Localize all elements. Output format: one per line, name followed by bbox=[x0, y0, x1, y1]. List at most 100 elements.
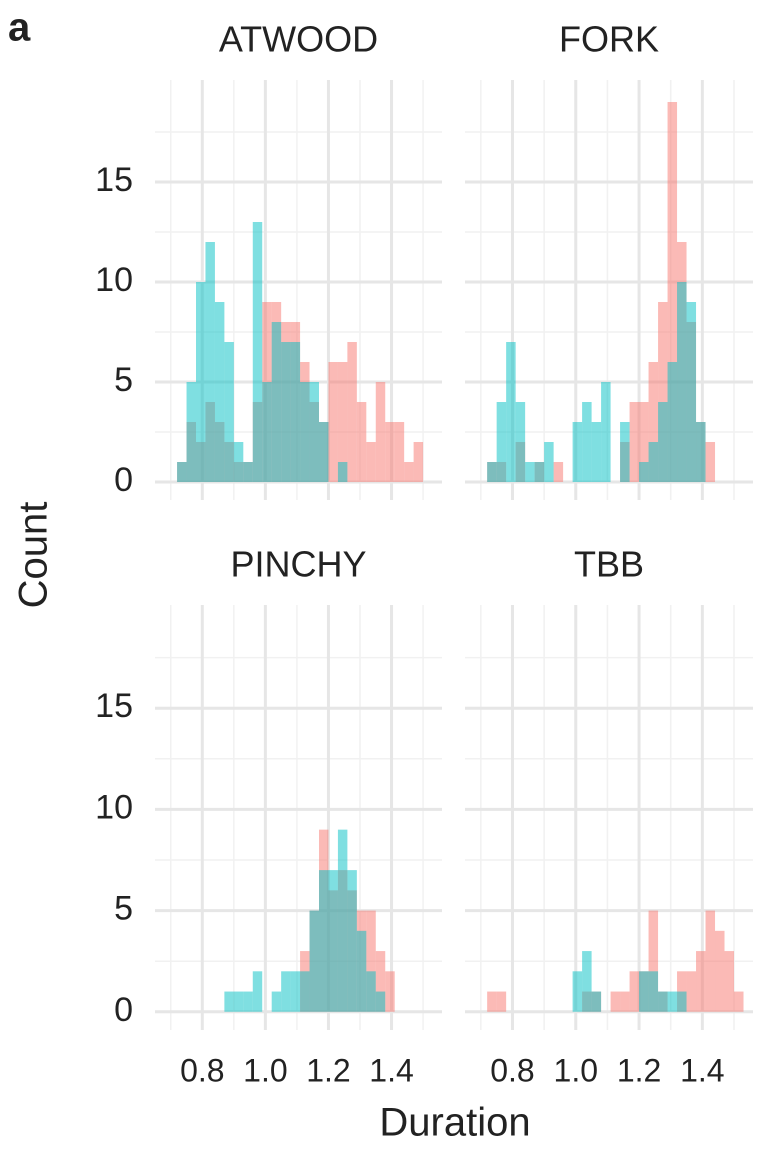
histogram-bar bbox=[724, 951, 735, 1012]
histogram-bar bbox=[366, 442, 376, 482]
histogram-bar bbox=[667, 102, 678, 482]
histogram-bar bbox=[705, 442, 716, 482]
histogram-bar bbox=[233, 442, 244, 482]
panel-title: ATWOOD bbox=[219, 19, 378, 60]
histogram-bar bbox=[572, 971, 583, 1012]
histogram-bar bbox=[591, 422, 602, 482]
histogram-bar bbox=[686, 302, 697, 482]
histogram-bar bbox=[515, 402, 526, 482]
histogram-bar bbox=[366, 910, 376, 1012]
histogram-bar bbox=[601, 382, 611, 482]
histogram-bar bbox=[582, 951, 592, 1012]
x-tick-label: 1.0 bbox=[554, 1052, 598, 1088]
histogram-bar bbox=[366, 971, 376, 1012]
histogram-bar bbox=[186, 382, 196, 482]
histogram-bar bbox=[375, 991, 386, 1012]
histogram-bar bbox=[591, 991, 602, 1012]
histogram-bar bbox=[506, 342, 516, 482]
histogram-bar bbox=[243, 462, 253, 482]
histogram-bar bbox=[648, 971, 659, 1012]
histogram-bar bbox=[705, 910, 716, 1012]
x-tick-label: 0.8 bbox=[180, 1052, 224, 1088]
histogram-bar bbox=[404, 462, 414, 482]
histogram-bar bbox=[252, 222, 263, 482]
y-axis-label: Count bbox=[12, 502, 56, 609]
x-tick-label: 1.0 bbox=[243, 1052, 287, 1088]
y-tick-label: 15 bbox=[95, 687, 133, 725]
histogram-bar bbox=[385, 971, 395, 1012]
histogram-bar bbox=[356, 402, 367, 482]
histogram-bar bbox=[553, 462, 564, 482]
histogram-bar bbox=[347, 870, 357, 1012]
panel-label: a bbox=[8, 6, 31, 50]
histogram-bar bbox=[375, 951, 386, 1012]
histogram-bar bbox=[309, 910, 319, 1012]
histogram-bar bbox=[534, 462, 545, 482]
histogram-bar bbox=[496, 991, 507, 1012]
histogram-bar bbox=[262, 382, 272, 482]
histogram-bar bbox=[648, 910, 659, 1012]
histogram-bar bbox=[648, 442, 659, 482]
histogram-bar bbox=[309, 382, 319, 482]
histogram-bar bbox=[356, 930, 367, 1012]
histogram-bar bbox=[281, 971, 291, 1012]
histogram-bar bbox=[375, 382, 386, 482]
histogram-bar bbox=[300, 971, 310, 1012]
histogram-bar bbox=[639, 402, 649, 482]
histogram-bar bbox=[639, 971, 649, 1012]
x-tick-label: 1.4 bbox=[680, 1052, 724, 1088]
histogram-bar bbox=[696, 951, 706, 1012]
histogram-bar bbox=[667, 991, 678, 1012]
histogram-bar bbox=[496, 402, 507, 482]
histogram-bar bbox=[205, 242, 215, 482]
histogram-bar bbox=[734, 991, 744, 1012]
histogram-bar bbox=[290, 342, 301, 482]
histogram-bar bbox=[686, 971, 697, 1012]
panel-title: PINCHY bbox=[230, 544, 366, 585]
histogram-bar bbox=[658, 402, 668, 482]
histogram-bar bbox=[252, 971, 263, 1012]
histogram-bar bbox=[224, 342, 234, 482]
y-tick-label: 0 bbox=[114, 461, 133, 499]
y-tick-label: 10 bbox=[95, 261, 133, 299]
y-tick-label: 5 bbox=[114, 361, 133, 399]
histogram-bar bbox=[544, 442, 554, 482]
histogram-bar bbox=[487, 462, 497, 482]
histogram-bar bbox=[337, 829, 348, 1012]
histogram-bar bbox=[525, 462, 535, 482]
histogram-bar bbox=[281, 342, 291, 482]
histogram-bar bbox=[271, 322, 282, 482]
histogram-bar bbox=[300, 382, 310, 482]
histogram-bar bbox=[196, 282, 206, 482]
histogram-bar bbox=[487, 991, 497, 1012]
y-tick-label: 15 bbox=[95, 161, 133, 199]
y-tick-label: 0 bbox=[114, 991, 133, 1029]
y-tick-label: 5 bbox=[114, 890, 133, 928]
histogram-bar bbox=[715, 930, 725, 1012]
x-tick-label: 1.4 bbox=[369, 1052, 413, 1088]
histogram-bar bbox=[696, 422, 706, 482]
histogram-bar bbox=[677, 282, 687, 482]
histogram-bar bbox=[290, 971, 301, 1012]
histogram-bar bbox=[328, 362, 338, 482]
histogram-bar bbox=[582, 402, 592, 482]
y-tick-label: 10 bbox=[95, 788, 133, 826]
x-tick-label: 1.2 bbox=[306, 1052, 350, 1088]
histogram-bar bbox=[620, 422, 630, 482]
histogram-bar bbox=[648, 362, 659, 482]
histogram-bar bbox=[572, 422, 583, 482]
histogram-bar bbox=[243, 991, 253, 1012]
histogram-bar bbox=[658, 302, 668, 482]
panel-title: TBB bbox=[574, 544, 644, 585]
histogram-bar bbox=[629, 402, 640, 482]
histogram-bar bbox=[413, 442, 424, 482]
x-tick-label: 0.8 bbox=[490, 1052, 534, 1088]
histogram-bar bbox=[385, 422, 395, 482]
histogram-bar bbox=[629, 971, 640, 1012]
histogram-bar bbox=[667, 362, 678, 482]
histogram-bar bbox=[319, 422, 329, 482]
histogram-bar bbox=[271, 991, 282, 1012]
x-tick-label: 1.2 bbox=[617, 1052, 661, 1088]
